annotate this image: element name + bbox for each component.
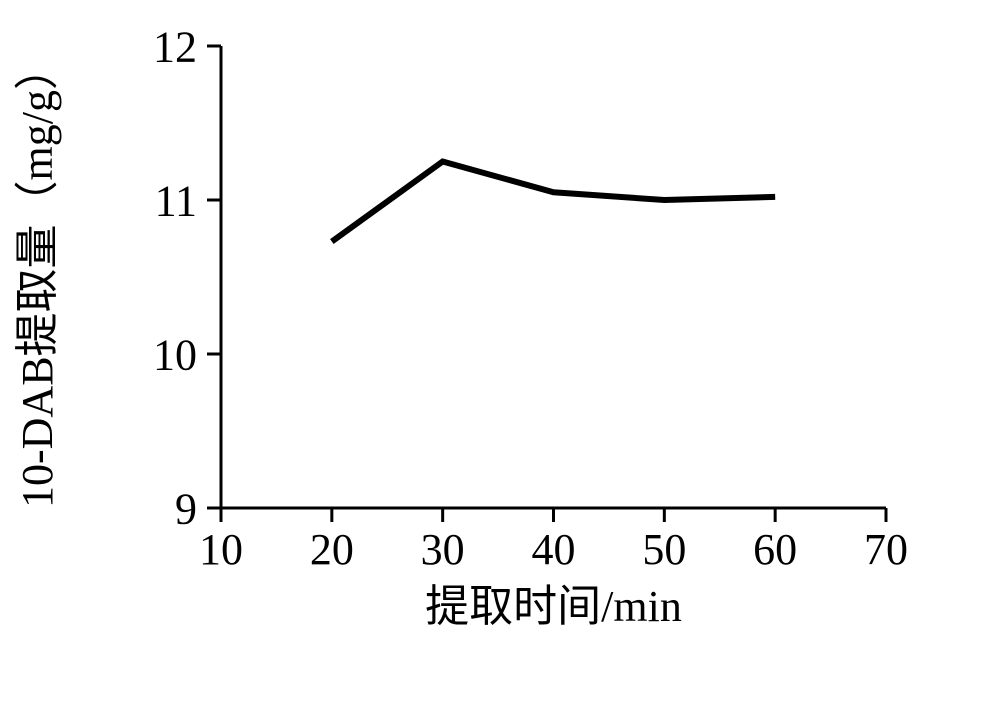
y-axis-label: 10-DAB提取量（mg/g） — [13, 46, 62, 508]
x-axis-label: 提取时间/min — [425, 582, 682, 631]
x-tick-label: 40 — [532, 525, 576, 574]
y-tick-label: 11 — [155, 176, 197, 225]
x-tick-label: 70 — [864, 525, 908, 574]
y-tick-label: 12 — [153, 22, 197, 71]
chart-container: 102030405060709101112提取时间/min10-DAB提取量（m… — [0, 0, 1000, 706]
x-tick-label: 30 — [421, 525, 465, 574]
x-tick-label: 20 — [310, 525, 354, 574]
line-chart: 102030405060709101112提取时间/min10-DAB提取量（m… — [0, 0, 1000, 706]
x-tick-label: 60 — [753, 525, 797, 574]
y-tick-label: 10 — [153, 330, 197, 379]
y-tick-label: 9 — [175, 484, 197, 533]
x-tick-label: 50 — [642, 525, 686, 574]
x-tick-label: 10 — [199, 525, 243, 574]
